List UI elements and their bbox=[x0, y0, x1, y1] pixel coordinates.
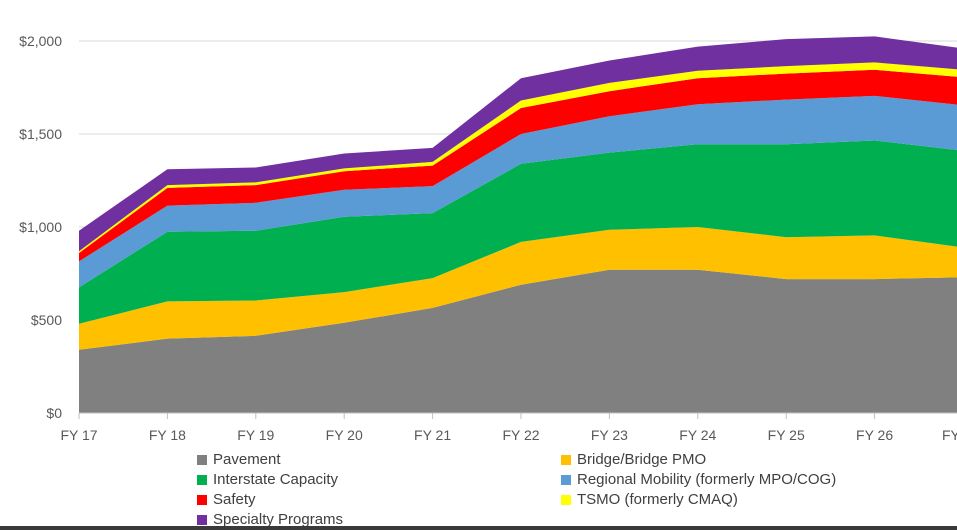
x-tick-label: FY 25 bbox=[768, 427, 805, 443]
series-area-bridge-bridge-pmo bbox=[79, 227, 957, 350]
x-tick-label: FY 20 bbox=[326, 427, 363, 443]
x-tick-label: FY bbox=[942, 427, 957, 443]
x-tick-label: FY 22 bbox=[502, 427, 539, 443]
series-area-specialty-programs bbox=[79, 36, 957, 252]
bottom-rule bbox=[0, 526, 957, 530]
y-tick-label: $1,500 bbox=[19, 126, 62, 142]
series-areas bbox=[79, 36, 957, 413]
y-tick-label: $0 bbox=[46, 405, 62, 421]
x-tick-label: FY 23 bbox=[591, 427, 628, 443]
x-tick-label: FY 17 bbox=[60, 427, 97, 443]
x-tick-label: FY 26 bbox=[856, 427, 893, 443]
series-area-pavement bbox=[79, 269, 957, 413]
y-axis-ticks: $0 $500 $1,000 $1,500 $2,000 bbox=[19, 33, 62, 421]
y-tick-label: $500 bbox=[31, 312, 62, 328]
series-area-safety bbox=[79, 69, 957, 262]
x-tick-label: FY 18 bbox=[149, 427, 186, 443]
y-tick-label: $2,000 bbox=[19, 33, 62, 49]
x-tick-label: FY 19 bbox=[237, 427, 274, 443]
series-area-interstate-capacity bbox=[79, 140, 957, 324]
x-tick-label: FY 21 bbox=[414, 427, 451, 443]
x-axis-ticks: FY 17 FY 18 FY 19 FY 20 FY 21 FY 22 FY 23 FY 24… bbox=[60, 412, 957, 443]
series-area-regional-mobility-formerly-mpo-cog bbox=[79, 95, 957, 288]
y-tick-label: $1,000 bbox=[19, 219, 62, 235]
x-tick-label: FY 24 bbox=[679, 427, 716, 443]
